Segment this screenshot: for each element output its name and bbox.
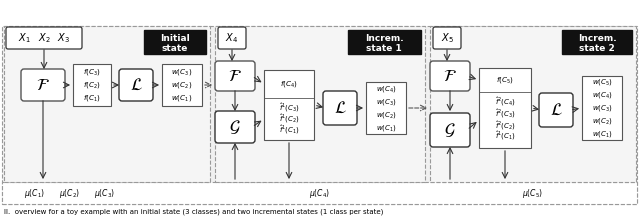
Text: $\mathcal{G}$: $\mathcal{G}$ [444,121,456,139]
FancyBboxPatch shape [430,113,470,147]
Text: $\mu(C_4)$: $\mu(C_4)$ [309,187,331,200]
Text: Increm.: Increm. [365,34,403,43]
Text: $\hat{f}^1(C_2)$: $\hat{f}^1(C_2)$ [278,113,300,125]
FancyBboxPatch shape [119,69,153,101]
Text: $f(C_1)$: $f(C_1)$ [83,93,101,103]
Text: $\mathcal{F}$: $\mathcal{F}$ [36,76,50,94]
Text: state: state [162,43,188,52]
Text: $\mathcal{L}$: $\mathcal{L}$ [550,101,563,119]
Text: $\mathcal{L}$: $\mathcal{L}$ [129,76,143,94]
Text: $w(C_3)$: $w(C_3)$ [376,97,396,106]
Text: $w(C_1)$: $w(C_1)$ [591,129,612,139]
Text: state 2: state 2 [579,43,615,52]
FancyBboxPatch shape [430,61,470,91]
Text: $\mathcal{G}$: $\mathcal{G}$ [229,118,241,136]
Text: $\mu(C_5)$: $\mu(C_5)$ [522,187,543,200]
Bar [162,64,202,106]
Text: $\mu(C_2)$: $\mu(C_2)$ [60,187,81,200]
FancyBboxPatch shape [215,111,255,143]
Text: $w(C_2)$: $w(C_2)$ [172,80,193,90]
Bar [348,30,421,54]
Bar [2,26,637,204]
Bar [4,26,210,182]
Text: $\hat{f}^2(C_3)$: $\hat{f}^2(C_3)$ [495,108,515,120]
Text: $f(C_2)$: $f(C_2)$ [83,80,101,90]
Text: $\hat{f}^1(C_3)$: $\hat{f}^1(C_3)$ [278,102,300,114]
Text: II.  overview for a toy example with an initial state (3 classes) and two increm: II. overview for a toy example with an i… [4,209,383,215]
Text: $\mu(C_1)$: $\mu(C_1)$ [24,187,45,200]
Text: $X_4$: $X_4$ [225,31,239,45]
Text: $X_1$: $X_1$ [18,31,30,45]
Text: $\mathcal{F}$: $\mathcal{F}$ [228,67,242,85]
Text: $X_5$: $X_5$ [440,31,453,45]
Bar [264,70,314,140]
Text: $\hat{f}^1(C_1)$: $\hat{f}^1(C_1)$ [495,130,515,142]
Bar [215,26,425,182]
Bar [430,26,636,182]
Text: $w(C_1)$: $w(C_1)$ [172,93,193,103]
FancyBboxPatch shape [539,93,573,127]
FancyBboxPatch shape [433,27,461,49]
FancyBboxPatch shape [21,69,65,101]
Text: $w(C_3)$: $w(C_3)$ [172,67,193,77]
Text: $\mu(C_3)$: $\mu(C_3)$ [94,187,116,200]
Text: $f(C_4)$: $f(C_4)$ [280,79,298,89]
Text: $w(C_4)$: $w(C_4)$ [591,90,612,100]
Text: $w(C_1)$: $w(C_1)$ [376,123,396,133]
Text: $f(C_5)$: $f(C_5)$ [496,75,514,85]
Text: $\hat{f}^2(C_2)$: $\hat{f}^2(C_2)$ [495,120,515,132]
Bar [73,64,111,106]
Text: Increm.: Increm. [578,34,616,43]
FancyBboxPatch shape [323,91,357,125]
Text: $f(C_3)$: $f(C_3)$ [83,67,101,77]
FancyBboxPatch shape [6,27,82,49]
Text: Initial: Initial [160,34,190,43]
Text: $X_2$: $X_2$ [38,31,51,45]
Text: $w(C_2)$: $w(C_2)$ [376,110,396,119]
FancyBboxPatch shape [218,27,246,49]
Text: $\hat{f}^1(C_1)$: $\hat{f}^1(C_1)$ [278,124,300,136]
Text: $\mathcal{F}$: $\mathcal{F}$ [443,67,457,85]
Bar [2,182,637,204]
Text: $w(C_2)$: $w(C_2)$ [591,116,612,126]
Bar [479,68,531,148]
Text: $w(C_3)$: $w(C_3)$ [591,103,612,113]
Text: $w(C_4)$: $w(C_4)$ [376,84,396,93]
Bar [366,82,406,134]
Text: $\mathcal{L}$: $\mathcal{L}$ [333,99,346,117]
Bar [144,30,206,54]
Bar [582,76,622,140]
Text: state 1: state 1 [366,43,402,52]
Text: $\hat{f}^2(C_4)$: $\hat{f}^2(C_4)$ [495,96,515,108]
Text: $w(C_5)$: $w(C_5)$ [591,78,612,87]
Text: $X_3$: $X_3$ [56,31,69,45]
Bar [562,30,632,54]
FancyBboxPatch shape [215,61,255,91]
